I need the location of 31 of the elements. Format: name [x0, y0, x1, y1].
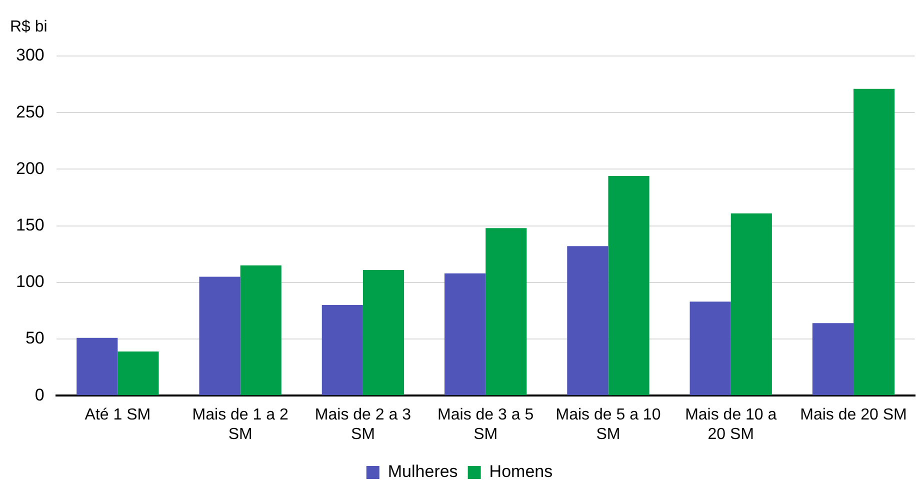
y-tick-label: 250 — [16, 102, 44, 122]
bar — [199, 276, 240, 396]
bar — [812, 323, 854, 396]
bar — [608, 176, 650, 396]
bar — [567, 246, 608, 396]
bar — [362, 270, 404, 396]
bar — [118, 351, 159, 396]
bar — [444, 273, 486, 396]
y-axis-title: R$ bi — [10, 18, 48, 36]
x-tick-label: Mais de 1 a 2 SM — [192, 406, 288, 443]
y-tick-label: 200 — [16, 158, 44, 178]
legend-label: Homens — [489, 462, 553, 482]
x-tick-label: Mais de 5 a 10 SM — [556, 406, 661, 443]
bar — [76, 338, 118, 396]
x-tick-label: Mais de 20 SM — [800, 406, 907, 424]
bar — [730, 213, 772, 396]
x-tick-label: Mais de 10 a 20 SM — [685, 406, 777, 443]
x-tick-label: Até 1 SM — [84, 406, 151, 424]
y-tick-label: 150 — [16, 215, 44, 234]
x-tick-label: Mais de 3 a 5 SM — [438, 406, 534, 443]
bar — [240, 265, 282, 396]
bar — [690, 302, 731, 396]
y-tick-label: 100 — [16, 272, 44, 292]
legend-label: Mulheres — [388, 462, 458, 482]
y-tick-label: 300 — [16, 46, 44, 65]
x-tick-label: Mais de 2 a 3 SM — [314, 406, 412, 443]
y-tick-label: 50 — [25, 328, 44, 348]
bar — [854, 88, 895, 396]
bar — [486, 228, 527, 396]
y-tick-label: 0 — [34, 385, 44, 404]
bar — [322, 305, 363, 396]
